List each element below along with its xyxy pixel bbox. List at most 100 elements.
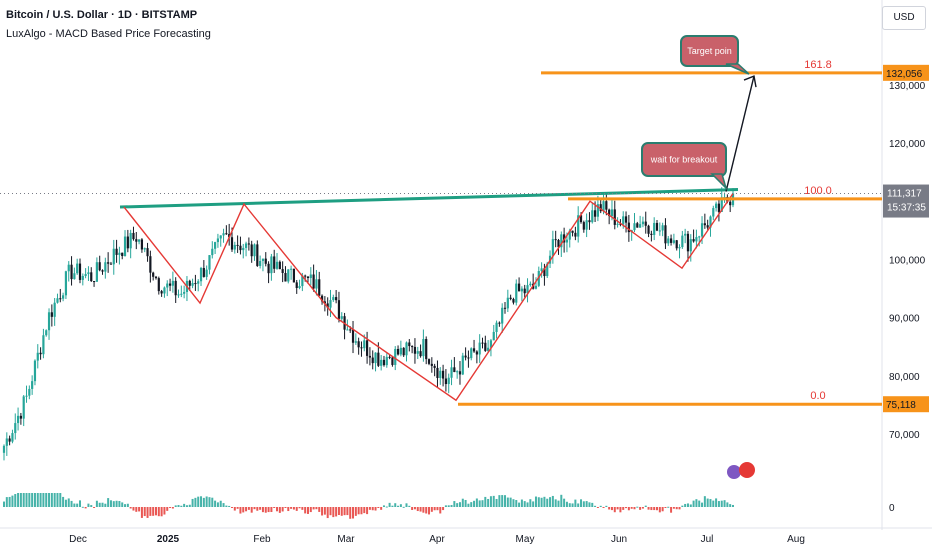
macd-bar bbox=[585, 501, 588, 507]
macd-bar bbox=[306, 507, 309, 514]
symbol-title: Bitcoin / U.S. Dollar · 1D · BITSTAMP bbox=[6, 9, 198, 21]
macd-bar bbox=[337, 507, 340, 515]
macd-bar bbox=[301, 507, 304, 510]
candle-body bbox=[377, 352, 380, 366]
macd-bar bbox=[346, 507, 349, 516]
candle-body bbox=[458, 371, 462, 375]
candle-body bbox=[261, 258, 265, 261]
macd-bar bbox=[636, 506, 639, 508]
macd-bar bbox=[357, 507, 360, 515]
macd-bar bbox=[709, 499, 712, 507]
macd-histogram bbox=[3, 493, 734, 519]
candle-body bbox=[653, 222, 656, 235]
macd-bar bbox=[295, 507, 298, 511]
macd-bar bbox=[270, 507, 273, 513]
candle-body bbox=[413, 346, 417, 354]
macd-bar bbox=[315, 507, 318, 510]
macd-bar bbox=[121, 502, 124, 507]
x-tick-label: 2025 bbox=[157, 534, 180, 545]
candle-body bbox=[588, 220, 591, 223]
candle-body bbox=[47, 312, 51, 331]
candle-body bbox=[329, 300, 332, 308]
macd-bar bbox=[93, 507, 96, 508]
candle-body bbox=[45, 330, 48, 336]
candle-body bbox=[295, 282, 298, 289]
macd-bar bbox=[484, 496, 487, 507]
x-tick-label: May bbox=[516, 534, 535, 545]
candle-body bbox=[498, 322, 501, 324]
macd-bar bbox=[264, 507, 267, 513]
macd-bar bbox=[478, 500, 481, 507]
candle-body bbox=[354, 341, 357, 343]
candle-body bbox=[309, 274, 312, 279]
macd-bar bbox=[529, 499, 532, 507]
macd-bar bbox=[732, 504, 734, 507]
candle-body bbox=[8, 438, 11, 442]
candle-body bbox=[67, 264, 70, 272]
candle-body bbox=[512, 298, 515, 303]
macd-bar bbox=[574, 499, 577, 507]
candle-body bbox=[225, 233, 228, 235]
candle-body bbox=[484, 342, 487, 351]
macd-bar bbox=[138, 507, 141, 512]
candle-body bbox=[478, 342, 481, 355]
candle-body bbox=[577, 215, 580, 237]
candle-body bbox=[427, 359, 431, 364]
candle-body bbox=[546, 263, 549, 277]
candle-body bbox=[36, 352, 39, 361]
candle-body bbox=[118, 252, 121, 255]
macd-bar bbox=[112, 501, 115, 507]
macd-bar bbox=[667, 506, 670, 508]
candle-body bbox=[92, 281, 96, 283]
candle-body bbox=[301, 275, 304, 287]
candle-body bbox=[557, 239, 560, 248]
macd-bar bbox=[230, 507, 233, 508]
macd-bar bbox=[183, 503, 186, 507]
candle-body bbox=[107, 262, 110, 264]
candle-body bbox=[703, 223, 706, 226]
macd-bar bbox=[81, 506, 84, 508]
candle-body bbox=[287, 269, 290, 282]
macd-bar bbox=[101, 502, 104, 507]
macd-bar bbox=[171, 507, 174, 509]
candle-body bbox=[529, 283, 532, 286]
candle-body bbox=[582, 222, 585, 230]
macd-bar bbox=[402, 506, 405, 508]
macd-bar bbox=[278, 507, 281, 513]
currency-button[interactable]: USD bbox=[882, 6, 926, 30]
macd-bar bbox=[554, 499, 557, 507]
fib-level-label: 0.0 bbox=[810, 390, 825, 402]
macd-bar bbox=[28, 493, 31, 507]
macd-bar bbox=[703, 496, 706, 507]
macd-bar bbox=[3, 501, 5, 507]
candle-body bbox=[84, 274, 87, 276]
macd-bar bbox=[425, 507, 428, 514]
candle-body bbox=[650, 233, 653, 235]
candle-body bbox=[515, 283, 518, 303]
candle-body bbox=[250, 244, 253, 257]
macd-bar bbox=[236, 507, 239, 509]
candle-body bbox=[450, 367, 453, 378]
macd-bar bbox=[498, 495, 501, 507]
macd-bar bbox=[551, 495, 554, 507]
candle-body bbox=[503, 307, 507, 309]
last-price-text: 111,317 bbox=[887, 189, 922, 200]
macd-bar bbox=[169, 507, 172, 508]
macd-bar bbox=[399, 504, 402, 507]
candle-body bbox=[633, 223, 636, 231]
x-tick-label: Dec bbox=[69, 534, 87, 545]
candle-body bbox=[627, 222, 630, 233]
candle-body bbox=[622, 216, 625, 225]
candle-body bbox=[374, 352, 377, 364]
candle-body bbox=[439, 370, 442, 378]
candle-body bbox=[492, 331, 495, 341]
macd-bar bbox=[633, 507, 636, 510]
macd-bar bbox=[436, 507, 439, 511]
macd-bar bbox=[36, 493, 39, 507]
candle-body bbox=[681, 235, 684, 248]
macd-bar bbox=[686, 503, 689, 507]
candle-body bbox=[22, 396, 25, 419]
candle-body bbox=[720, 197, 723, 212]
